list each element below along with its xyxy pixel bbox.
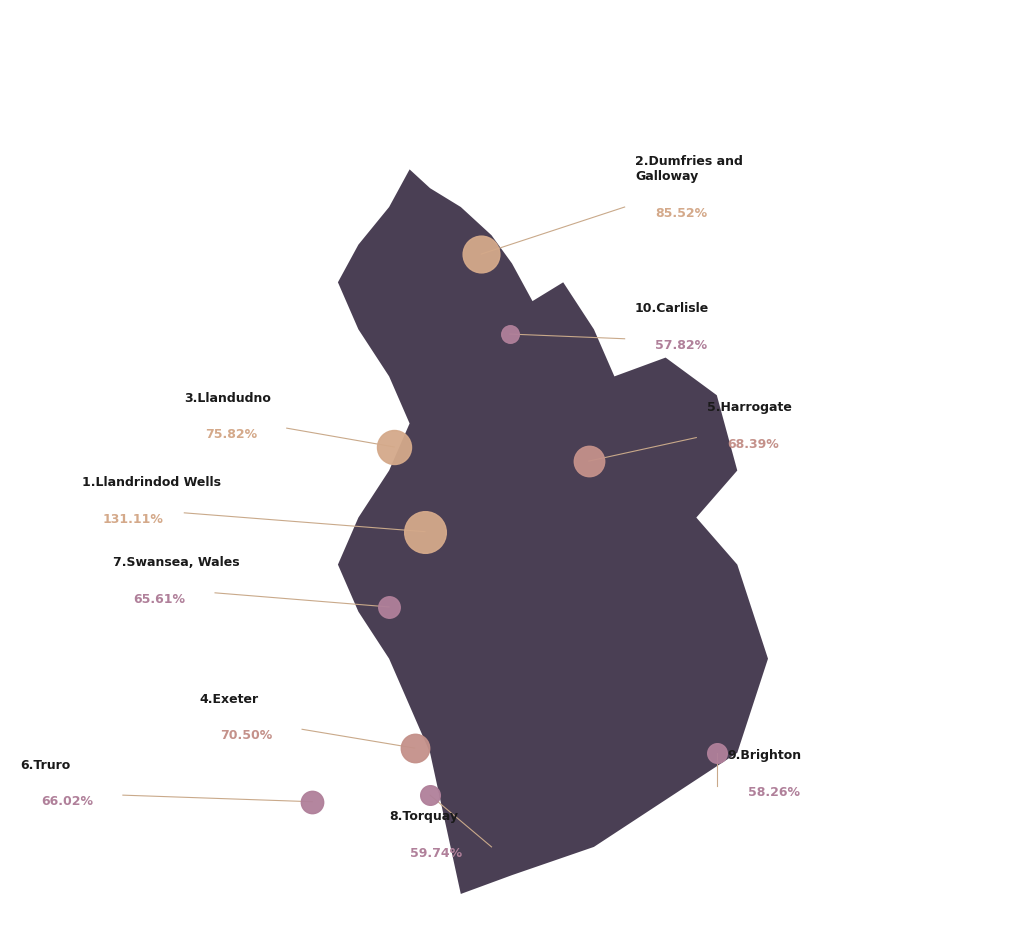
Text: 58.26%: 58.26% [748, 786, 800, 799]
Text: 3.Llandudno: 3.Llandudno [184, 391, 271, 405]
Point [581, 454, 597, 469]
Text: 1.Llandrindod Wells: 1.Llandrindod Wells [82, 476, 221, 489]
Text: 4.Exeter: 4.Exeter [200, 693, 259, 706]
Text: 85.52%: 85.52% [655, 207, 708, 220]
Text: 5.Harrogate: 5.Harrogate [707, 401, 792, 414]
Point [502, 327, 518, 342]
Point [386, 439, 402, 455]
Text: 65.61%: 65.61% [133, 593, 185, 606]
Text: 7.Swansea, Wales: 7.Swansea, Wales [113, 556, 240, 569]
Point [381, 599, 397, 614]
Point [473, 247, 489, 262]
Text: 70.50%: 70.50% [220, 729, 272, 742]
Text: 10.Carlisle: 10.Carlisle [635, 302, 710, 315]
Text: 6.Truro: 6.Truro [20, 758, 71, 772]
Point [304, 794, 321, 809]
Text: 66.02%: 66.02% [41, 795, 93, 808]
Point [709, 745, 725, 760]
Text: 131.11%: 131.11% [102, 513, 163, 526]
Text: 9.Brighton: 9.Brighton [727, 749, 801, 762]
Text: 2.Dumfries and
Galloway: 2.Dumfries and Galloway [635, 155, 742, 183]
Text: 68.39%: 68.39% [727, 438, 779, 451]
Polygon shape [338, 169, 768, 894]
Point [417, 524, 433, 539]
Text: 75.82%: 75.82% [205, 428, 257, 441]
Text: 59.74%: 59.74% [410, 847, 462, 860]
Text: 57.82%: 57.82% [655, 339, 708, 352]
Point [422, 788, 438, 803]
Text: 8.Torquay: 8.Torquay [389, 810, 458, 823]
Point [407, 741, 423, 756]
